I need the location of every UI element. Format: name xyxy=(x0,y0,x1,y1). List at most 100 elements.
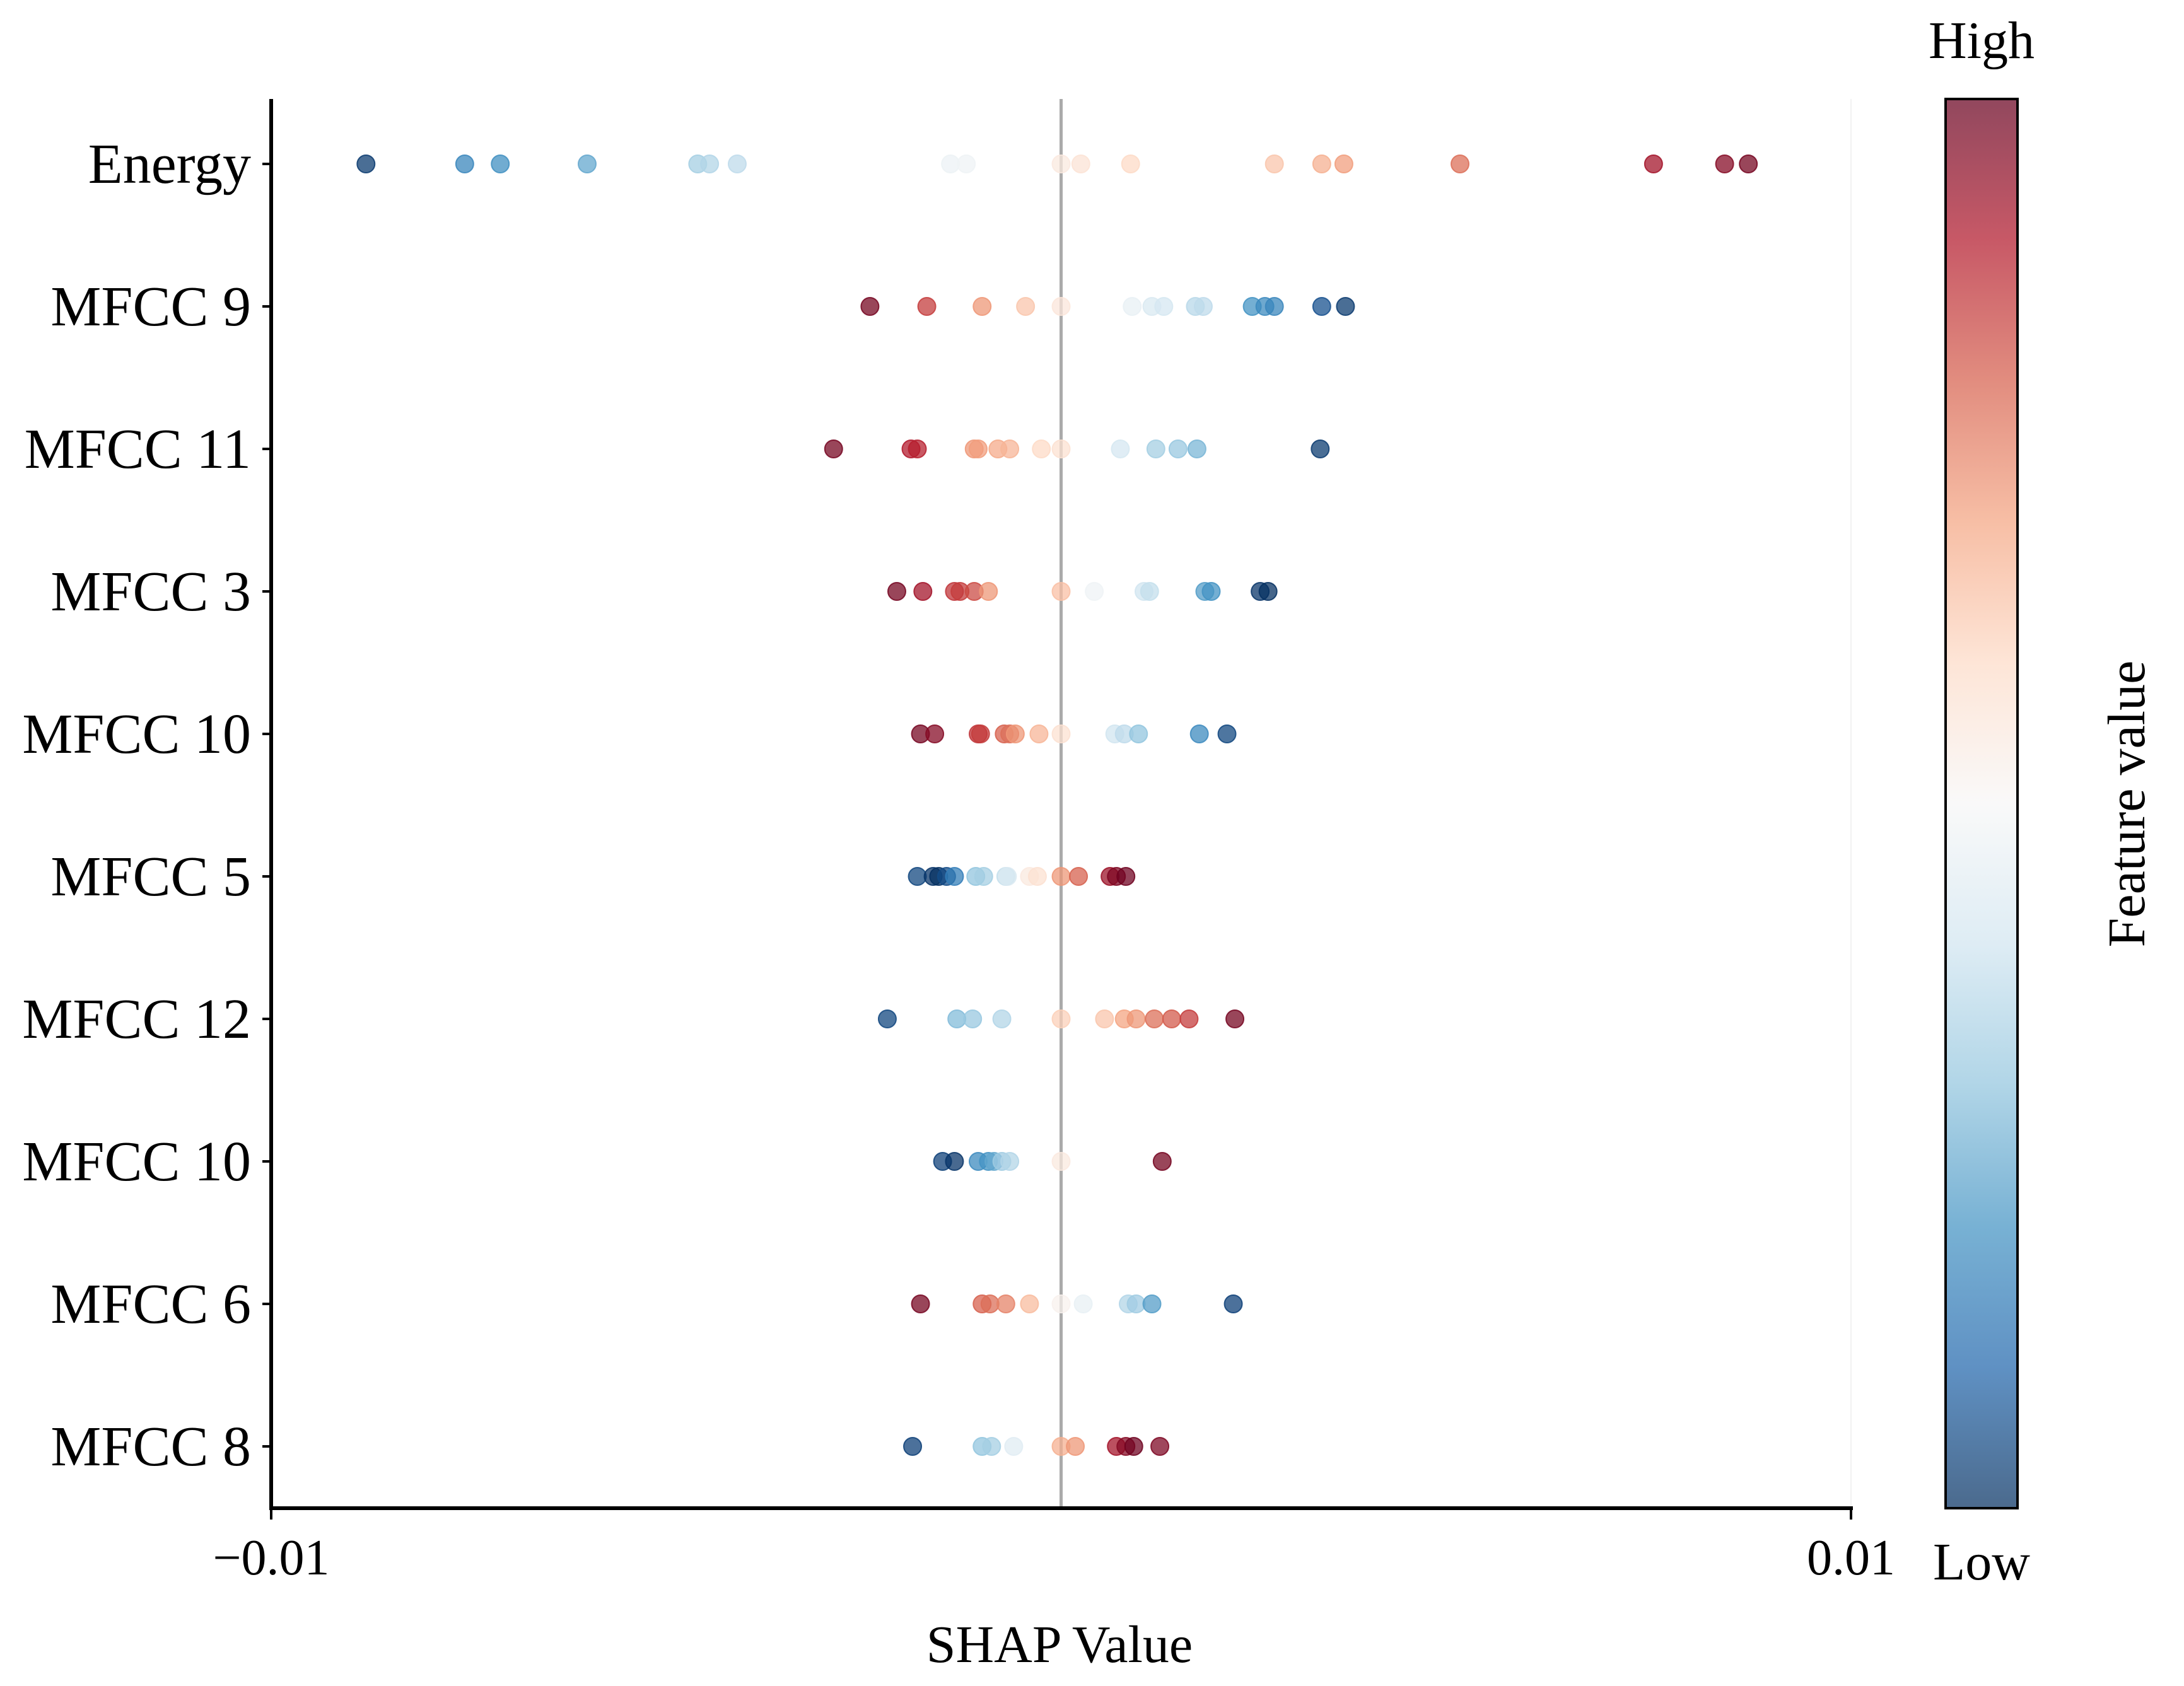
shap-point xyxy=(1142,1294,1162,1313)
shap-point xyxy=(1073,1294,1093,1313)
shap-point xyxy=(1051,724,1071,743)
shap-point xyxy=(1095,1009,1114,1028)
feature-label: MFCC 12 xyxy=(22,988,251,1050)
shap-point xyxy=(1005,724,1025,743)
shap-point xyxy=(860,297,880,316)
shap-point xyxy=(1146,439,1165,458)
shap-point xyxy=(1168,439,1188,458)
feature-label: MFCC 9 xyxy=(50,276,251,338)
shap-point xyxy=(1152,1152,1172,1171)
shap-point xyxy=(908,867,927,886)
feature-label: MFCC 10 xyxy=(22,703,251,765)
shap-point xyxy=(1051,1152,1071,1171)
shap-point xyxy=(491,154,510,173)
shap-point xyxy=(1189,724,1209,743)
shap-point xyxy=(971,724,990,743)
shap-point xyxy=(941,154,961,173)
axes: −0.01 0.01 xyxy=(213,99,1895,1586)
shap-point xyxy=(1336,297,1355,316)
x-tick-label: 0.01 xyxy=(1807,1530,1895,1586)
shap-point xyxy=(1154,297,1174,316)
shap-point xyxy=(1032,439,1051,458)
shap-point xyxy=(1129,724,1148,743)
shap-point xyxy=(1715,154,1734,173)
shap-point xyxy=(982,1437,1001,1456)
feature-label: MFCC 8 xyxy=(50,1416,251,1478)
shap-point xyxy=(1140,582,1159,601)
shap-point xyxy=(1051,867,1071,886)
shap-point xyxy=(1258,582,1278,601)
shap-point xyxy=(925,724,945,743)
shap-point xyxy=(1179,1009,1199,1028)
feature-label: Energy xyxy=(88,133,251,195)
colorbar: High Low Feature value xyxy=(1929,11,2156,1591)
shap-point xyxy=(1145,1009,1164,1028)
shap-point xyxy=(1201,582,1221,601)
colorbar-low-label: Low xyxy=(1933,1533,2030,1591)
shap-point xyxy=(945,867,964,886)
shap-point xyxy=(972,297,992,316)
x-axis-title: SHAP Value xyxy=(926,1615,1193,1674)
shap-point xyxy=(903,1437,923,1456)
shap-point xyxy=(979,582,998,601)
shap-point xyxy=(1051,297,1071,316)
shap-point xyxy=(1051,439,1071,458)
shap-point xyxy=(1051,1009,1071,1028)
plot-area xyxy=(1060,99,1852,1508)
shap-point xyxy=(1051,582,1071,601)
shap-point xyxy=(998,867,1017,886)
shap-point xyxy=(1116,867,1136,886)
shap-point xyxy=(917,297,937,316)
shap-point xyxy=(1739,154,1758,173)
shap-point xyxy=(1187,439,1206,458)
feature-labels: Energy MFCC 9 MFCC 11 MFCC 3 MFCC 10 MFCC 5 MF… xyxy=(22,133,251,1478)
shap-point xyxy=(877,1009,897,1028)
colorbar-gradient xyxy=(1944,98,2019,1509)
shap-point xyxy=(1162,1009,1181,1028)
shap-point xyxy=(974,867,993,886)
shap-point xyxy=(980,1294,1000,1313)
shap-point xyxy=(1311,439,1330,458)
shap-point xyxy=(700,154,720,173)
colorbar-high-label: High xyxy=(1929,11,2035,70)
shap-point xyxy=(1027,867,1047,886)
shap-point xyxy=(1085,582,1104,601)
shap-point xyxy=(1121,154,1140,173)
shap-point xyxy=(1000,439,1020,458)
shap-point xyxy=(1193,297,1213,316)
shap-point xyxy=(1111,439,1130,458)
shap-point xyxy=(1217,724,1237,743)
shap-point xyxy=(1150,1437,1170,1456)
shap-point xyxy=(1312,154,1331,173)
shap-point xyxy=(1451,154,1470,173)
shap-point xyxy=(911,1294,930,1313)
shap-point xyxy=(1126,1009,1146,1028)
feature-label: MFCC 10 xyxy=(22,1131,251,1193)
shap-point xyxy=(963,1009,983,1028)
shap-point xyxy=(1126,1294,1146,1313)
shap-point xyxy=(1029,724,1049,743)
shap-point xyxy=(727,154,747,173)
shap-point xyxy=(913,582,933,601)
shap-point xyxy=(1312,297,1331,316)
shap-point xyxy=(947,1009,967,1028)
feature-label: MFCC 3 xyxy=(50,561,251,623)
shap-point xyxy=(996,1294,1015,1313)
shap-point xyxy=(1004,1437,1024,1456)
shap-point xyxy=(1051,154,1071,173)
shap-point xyxy=(1000,1152,1020,1171)
colorbar-axis-label: Feature value xyxy=(2098,661,2156,948)
feature-label: MFCC 6 xyxy=(50,1273,251,1335)
feature-label: MFCC 11 xyxy=(25,418,251,480)
shap-point xyxy=(908,439,927,458)
shap-point xyxy=(968,439,988,458)
shap-point xyxy=(1334,154,1353,173)
shap-point xyxy=(992,1009,1012,1028)
shap-point xyxy=(1016,297,1036,316)
shap-point xyxy=(1066,1437,1085,1456)
shap-point xyxy=(887,582,906,601)
shap-point xyxy=(824,439,843,458)
shap-point xyxy=(1644,154,1663,173)
shap-point xyxy=(578,154,597,173)
shap-point xyxy=(1264,297,1284,316)
